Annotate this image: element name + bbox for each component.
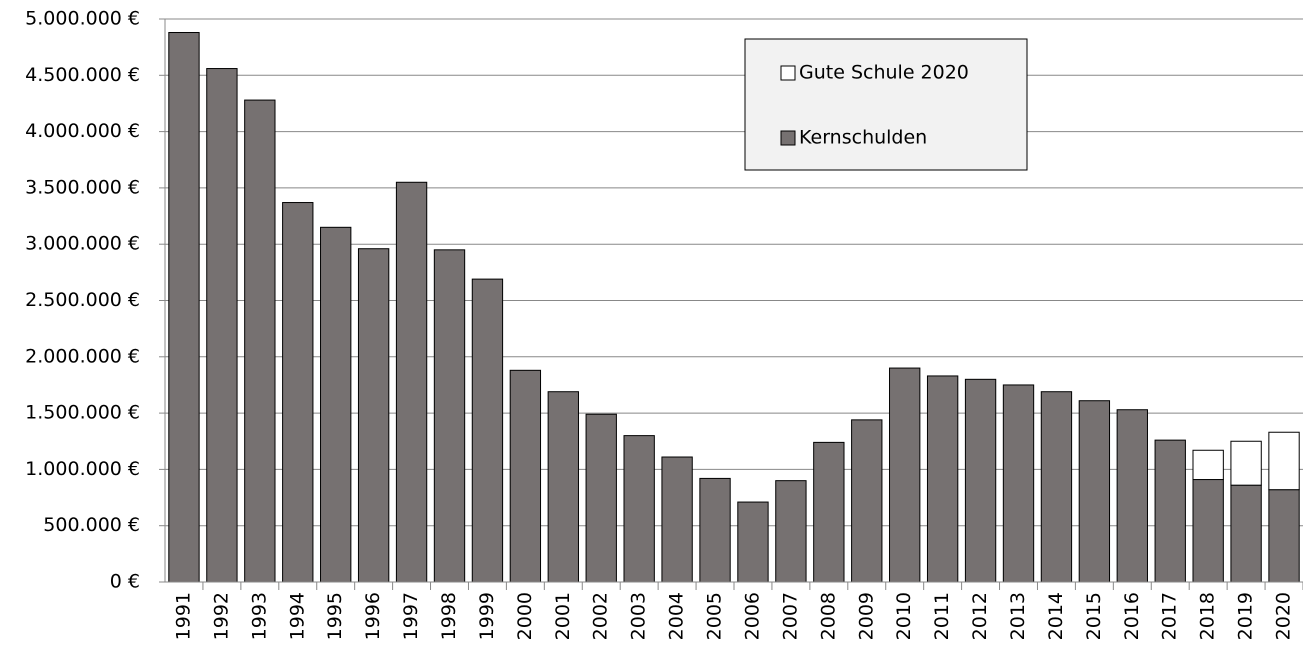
y-tick-label: 2.000.000 € bbox=[25, 345, 140, 367]
x-tick-label: 2011 bbox=[931, 592, 953, 640]
bar-segment bbox=[320, 226, 352, 583]
x-tick-label: 2017 bbox=[1159, 592, 1181, 640]
legend-label: Kernschulden bbox=[799, 127, 927, 149]
bar-segment bbox=[775, 480, 807, 583]
y-tick-label: 3.000.000 € bbox=[25, 233, 140, 255]
x-tick-label: 2004 bbox=[666, 592, 688, 640]
y-tick-label: 1.500.000 € bbox=[25, 402, 140, 424]
x-tick-label: 1992 bbox=[210, 592, 232, 640]
x-tick-label: 2010 bbox=[893, 592, 915, 640]
y-tick-label: 5.000.000 € bbox=[25, 8, 140, 30]
x-tick-label: 1995 bbox=[324, 592, 346, 640]
x-tick-label: 2002 bbox=[590, 592, 612, 640]
x-tick-label: 2007 bbox=[779, 592, 801, 640]
y-tick-label: 1.000.000 € bbox=[25, 458, 140, 480]
bar-segment bbox=[1268, 489, 1300, 583]
y-tick-label: 500.000 € bbox=[43, 514, 140, 536]
y-tick-label: 2.500.000 € bbox=[25, 289, 140, 311]
bar-segment bbox=[737, 501, 769, 583]
x-tick-label: 2016 bbox=[1121, 592, 1143, 640]
bar-segment bbox=[282, 202, 314, 583]
x-tick-label: 2014 bbox=[1045, 592, 1067, 640]
legend-box bbox=[744, 38, 1028, 171]
bar-segment bbox=[623, 435, 655, 583]
y-tick-label: 3.500.000 € bbox=[25, 176, 140, 198]
bar-segment bbox=[699, 477, 731, 583]
y-tick-label: 4.000.000 € bbox=[25, 120, 140, 142]
bar-segment bbox=[471, 278, 504, 583]
x-tick-label: 2003 bbox=[628, 592, 650, 640]
bar-segment bbox=[661, 456, 693, 583]
x-tick-label: 2015 bbox=[1083, 592, 1105, 640]
bar-segment bbox=[244, 99, 276, 583]
x-tick-label: 1997 bbox=[400, 592, 422, 640]
y-tick-label: 0 € bbox=[110, 571, 140, 593]
x-tick-label: 2008 bbox=[817, 592, 839, 640]
bar-segment bbox=[1078, 400, 1111, 583]
bar-segment bbox=[851, 419, 883, 583]
bar-segment bbox=[547, 391, 579, 583]
bar-segment bbox=[1230, 440, 1262, 486]
legend-swatch bbox=[780, 130, 796, 146]
x-tick-label: 2019 bbox=[1235, 592, 1257, 640]
x-tick-label: 1993 bbox=[248, 592, 270, 640]
x-tick-label: 1991 bbox=[172, 592, 194, 640]
bar-segment bbox=[395, 181, 428, 583]
bar-segment bbox=[509, 369, 542, 583]
x-tick-label: 2001 bbox=[552, 592, 574, 640]
x-tick-label: 1994 bbox=[286, 592, 308, 640]
x-tick-label: 1999 bbox=[476, 592, 498, 640]
x-tick-label: 2012 bbox=[969, 592, 991, 640]
x-tick-label: 2006 bbox=[741, 592, 763, 640]
x-tick-label: 2020 bbox=[1273, 592, 1295, 640]
bar-segment bbox=[1154, 439, 1186, 583]
legend-swatch bbox=[780, 65, 796, 81]
bar-segment bbox=[1040, 391, 1073, 583]
bar-segment bbox=[1268, 431, 1300, 491]
bar-segment bbox=[813, 441, 845, 583]
x-tick-label: 2013 bbox=[1007, 592, 1029, 640]
x-tick-label: 2018 bbox=[1197, 592, 1219, 640]
bar-segment bbox=[206, 68, 238, 583]
x-tick-label: 2009 bbox=[855, 592, 877, 640]
bar-segment bbox=[1192, 449, 1224, 481]
bar-segment bbox=[889, 367, 921, 583]
x-tick-label: 2005 bbox=[704, 592, 726, 640]
x-tick-label: 2000 bbox=[514, 592, 536, 640]
bar-segment bbox=[1116, 409, 1148, 583]
legend-label: Gute Schule 2020 bbox=[799, 62, 969, 84]
bar-segment bbox=[433, 249, 466, 583]
bar-segment bbox=[1230, 484, 1262, 583]
x-tick-label: 1996 bbox=[362, 592, 384, 640]
bar-segment bbox=[926, 375, 959, 583]
bar-segment bbox=[585, 413, 617, 583]
bar-segment bbox=[964, 378, 997, 583]
bar-segment bbox=[168, 32, 200, 583]
bar-segment bbox=[357, 248, 390, 583]
bar-segment bbox=[1192, 479, 1224, 583]
bar-segment bbox=[1002, 384, 1035, 583]
x-tick-label: 1998 bbox=[438, 592, 460, 640]
y-tick-label: 4.500.000 € bbox=[25, 64, 140, 86]
